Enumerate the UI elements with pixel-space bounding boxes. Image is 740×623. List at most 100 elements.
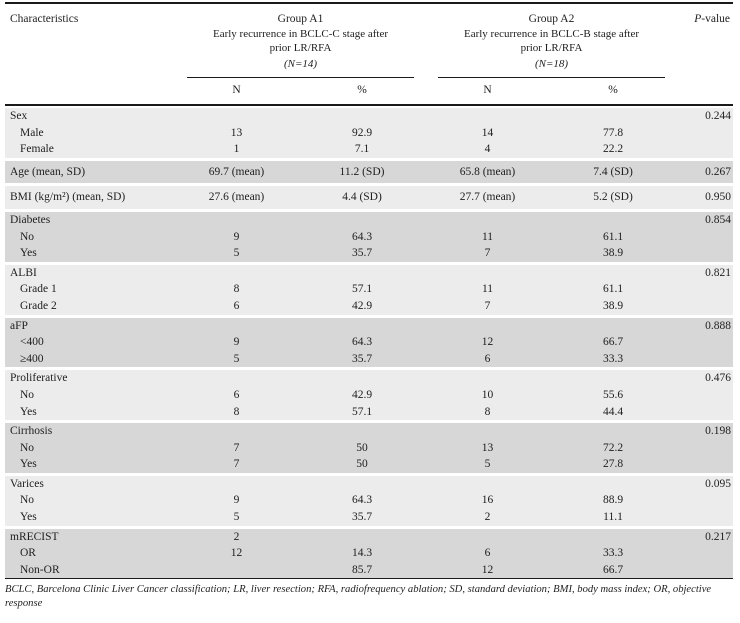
table-row: Male 13 92.9 14 77.8 [5, 125, 733, 142]
cell-group-a1-pct: 7.1 [354, 143, 370, 156]
cell-group-a2-pct [549, 212, 677, 229]
table-row: Yes 5 35.7 2 11.1 [5, 509, 733, 526]
cell-pvalue: 0.267 [705, 165, 731, 178]
cell-group-a2-pct: 33.3 [602, 547, 624, 560]
cell-group-a1-pct: 92.9 [351, 126, 373, 139]
cell-group-a2-n [426, 265, 549, 282]
cell-group-a1-n: 69.7 (mean) [208, 165, 265, 178]
cell-group-a2-pct: 11.1 [603, 511, 623, 524]
cell-group-a1-pct: 64.3 [351, 230, 373, 243]
cell-pvalue [677, 456, 734, 473]
cell-group-a1-n: 9 [233, 230, 240, 243]
cell-pvalue [677, 245, 734, 262]
cell-pvalue [677, 492, 734, 509]
cell-pvalue [677, 141, 734, 158]
cell-group-a1-pct: 42.9 [351, 388, 373, 401]
cell-pvalue: 0.476 [705, 372, 731, 385]
cell-group-a1-n [175, 212, 298, 229]
cell-group-a2-pct: 88.9 [602, 494, 624, 507]
cell-group-a2-pct: 61.1 [602, 230, 624, 243]
cell-group-a2-n: 7 [484, 299, 491, 312]
table-row: No 9 64.3 11 61.1 [5, 229, 733, 246]
row-label: aFP [10, 319, 28, 332]
cell-group-a1-pct: 35.7 [351, 247, 373, 260]
row-label: Cirrhosis [10, 425, 53, 438]
cell-group-a1-pct: 57.1 [351, 405, 373, 418]
cell-group-a1-pct [298, 529, 426, 546]
cell-group-a2-pct: 72.2 [602, 441, 624, 454]
group-a2-sample-size: (N=18) [534, 58, 569, 70]
table-section: Cirrhosis 0.198 No 7 50 13 72.2 Yes 7 50… [5, 423, 733, 473]
cell-pvalue [677, 545, 734, 562]
cell-group-a1-n: 5 [233, 511, 240, 524]
group-a1-header: Group A1 Early recurrence in BCLC-C stag… [175, 13, 426, 78]
cell-group-a2-n: 14 [481, 126, 494, 139]
cell-group-a1-n: 9 [233, 336, 240, 349]
cell-group-a2-n [426, 476, 549, 493]
group-a1-subtitle-line1: Early recurrence in BCLC-C stage after [212, 28, 388, 40]
group-a1-underline [187, 77, 414, 78]
cell-pvalue [677, 351, 734, 368]
table-row: ALBI 0.821 [5, 265, 733, 282]
row-label: ALBI [10, 266, 37, 279]
characteristics-table: Characteristics Group A1 Early recurrenc… [5, 2, 733, 610]
cell-pvalue [677, 387, 734, 404]
table-row: No 7 50 13 72.2 [5, 440, 733, 457]
table-section: Varices 0.095 No 9 64.3 16 88.9 Yes 5 35… [5, 475, 734, 526]
cell-group-a2-n [426, 212, 549, 229]
row-label: OR [20, 547, 36, 560]
row-label: No [20, 230, 35, 243]
cell-group-a2-pct: 66.7 [602, 563, 624, 576]
cell-group-a1-pct: 35.7 [351, 352, 373, 365]
table-row: Female 1 7.1 4 22.2 [5, 141, 733, 158]
cell-group-a1-pct [298, 370, 426, 387]
cell-group-a2-n: 7 [484, 247, 491, 260]
cell-group-a2-n [426, 529, 549, 546]
cell-group-a1-n: 8 [233, 405, 240, 418]
cell-group-a1-n [175, 265, 298, 282]
row-label: Grade 1 [20, 283, 57, 296]
cell-group-a2-pct: 22.2 [602, 143, 624, 156]
row-label: No [20, 441, 35, 454]
cell-pvalue [677, 562, 734, 579]
row-label: No [20, 388, 35, 401]
group-a1-subtitle: Early recurrence in BCLC-C stage after p… [175, 28, 426, 55]
table-row: Cirrhosis 0.198 [5, 423, 733, 440]
group-a2-n-column-header: N [483, 84, 492, 96]
pvalue-header-suffix: -value [701, 13, 730, 25]
cell-group-a2-n: 11 [481, 283, 494, 296]
table-row: Grade 1 8 57.1 11 61.1 [5, 281, 733, 298]
row-label: Yes [20, 511, 37, 524]
cell-pvalue [677, 125, 734, 142]
group-a2-title: Group A2 [528, 13, 575, 25]
table-section: BMI (kg/m²) (mean, SD) 27.6 (mean) 4.4 (… [5, 186, 733, 209]
table-row: OR 12 14.3 6 33.3 [5, 545, 733, 562]
cell-group-a1-pct [298, 265, 426, 282]
table-body: Sex 0.244 Male 13 92.9 14 77.8 Female 1 … [5, 106, 734, 580]
cell-group-a1-n [175, 476, 298, 493]
row-label: Age (mean, SD) [10, 165, 86, 178]
cell-group-a1-n: 2 [233, 530, 240, 543]
cell-group-a1-n: 5 [233, 352, 240, 365]
cell-group-a2-n: 11 [481, 230, 494, 243]
cell-group-a1-n [175, 318, 298, 335]
cell-group-a1-pct [298, 108, 426, 125]
cell-group-a2-pct: 44.4 [602, 405, 624, 418]
table-section: Diabetes 0.854 No 9 64.3 11 61.1 Yes 5 3… [5, 211, 734, 262]
table-row: Non-OR 85.7 12 66.7 [5, 562, 733, 579]
cell-group-a1-n: 27.6 (mean) [208, 191, 265, 204]
cell-group-a2-pct: 61.1 [602, 283, 624, 296]
row-label: ≥400 [20, 352, 44, 365]
pvalue-column-header: P-value [677, 13, 733, 78]
cell-group-a1-n: 12 [230, 547, 243, 560]
cell-group-a2-n [426, 108, 549, 125]
row-label: Yes [20, 458, 37, 471]
table-row: mRECIST 2 0.217 [5, 529, 733, 546]
cell-group-a1-n [175, 108, 298, 125]
row-label: Yes [20, 405, 37, 418]
group-a2-subtitle-line1: Early recurrence in BCLC-B stage after [463, 28, 639, 40]
row-label: Yes [20, 247, 37, 260]
cell-group-a1-pct [298, 212, 426, 229]
cell-group-a2-n: 5 [484, 458, 491, 471]
